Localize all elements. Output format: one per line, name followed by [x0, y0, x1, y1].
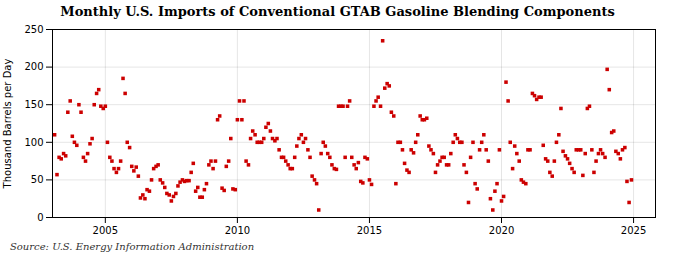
- svg-text:2020: 2020: [489, 225, 514, 236]
- svg-text:2005: 2005: [93, 225, 118, 236]
- svg-text:100: 100: [24, 137, 43, 148]
- svg-text:50: 50: [31, 174, 44, 185]
- svg-text:2025: 2025: [621, 225, 646, 236]
- svg-text:Thousand Barrels per Day: Thousand Barrels per Day: [2, 59, 13, 190]
- html-text:Source: U.S. Energy Informatio: Source: U.S. Energy Information Administ…: [10, 241, 255, 252]
- svg-text:200: 200: [24, 61, 43, 72]
- svg-text:150: 150: [24, 99, 43, 110]
- svg-text:250: 250: [24, 24, 43, 35]
- html-text:Monthly U.S. Imports of Conven: Monthly U.S. Imports of Conventional GTA…: [60, 4, 615, 19]
- svg-text:2010: 2010: [225, 225, 250, 236]
- svg-text:2015: 2015: [357, 225, 382, 236]
- svg-text:0: 0: [37, 212, 43, 223]
